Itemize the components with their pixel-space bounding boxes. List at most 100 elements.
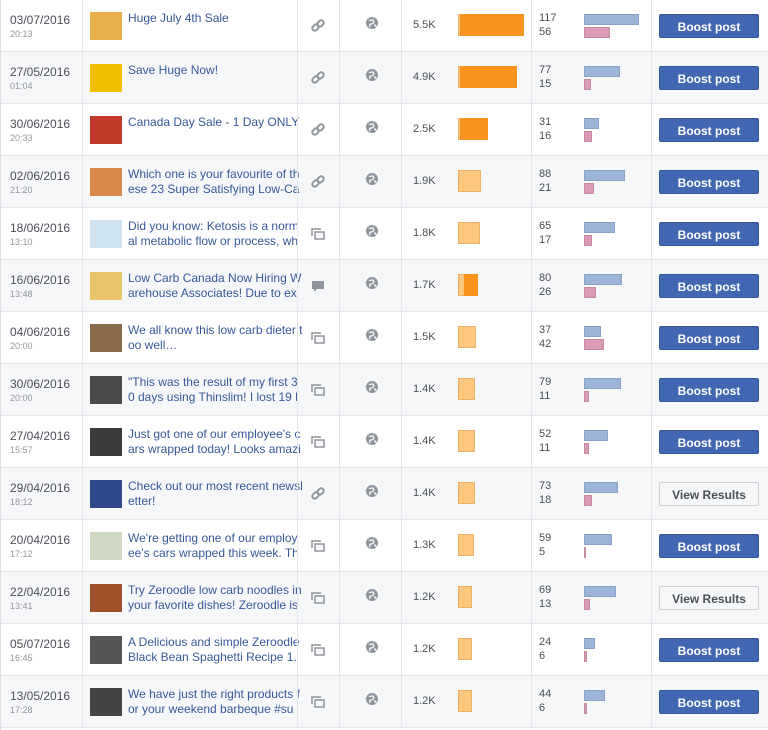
reach-bar: [458, 222, 480, 244]
action-button[interactable]: Boost post: [659, 378, 759, 402]
clicks-bar: [584, 534, 612, 545]
column-divider: [401, 520, 402, 572]
column-divider: [82, 520, 83, 572]
post-text[interactable]: We all know this low carb dieter t: [128, 323, 303, 337]
column-divider: [401, 572, 402, 624]
post-date: 03/07/2016: [10, 13, 71, 27]
action-button[interactable]: Boost post: [659, 274, 759, 298]
post-thumbnail: [90, 376, 122, 404]
clicks-bar: [584, 378, 622, 389]
action-button[interactable]: View Results: [659, 586, 759, 610]
post-thumbnail: [90, 168, 122, 196]
action-button[interactable]: Boost post: [659, 14, 759, 38]
post-text[interactable]: Did you know: Ketosis is a norm: [128, 219, 299, 233]
reactions-value: 21: [539, 182, 552, 194]
post-text[interactable]: A Delicious and simple Zeroodle: [128, 635, 300, 649]
action-button[interactable]: Boost post: [659, 66, 759, 90]
paid-reach-bar: [460, 14, 524, 36]
post-text[interactable]: Canada Day Sale - 1 Day ONLY: [128, 115, 300, 129]
reactions-bar: [584, 131, 592, 142]
column-divider: [401, 52, 402, 104]
column-divider: [651, 312, 652, 364]
reactions-bar: [584, 495, 593, 506]
type-icon: [311, 384, 325, 396]
action-button[interactable]: Boost post: [659, 534, 759, 558]
type-icon: [311, 436, 325, 448]
action-button[interactable]: View Results: [659, 482, 759, 506]
clicks-bar: [584, 222, 615, 233]
type-icon: [311, 175, 325, 188]
post-date: 22/04/2016: [10, 585, 71, 599]
post-date: 30/06/2016: [10, 117, 71, 131]
post-text[interactable]: We have just the right products f: [128, 687, 300, 701]
post-text[interactable]: arehouse Associates! Due to ex: [128, 286, 297, 300]
column-divider: [339, 520, 340, 572]
action-button[interactable]: Boost post: [659, 430, 759, 454]
column-divider: [401, 624, 402, 676]
post-text[interactable]: Black Bean Spaghetti Recipe 1.: [128, 650, 297, 664]
post-text[interactable]: Save Huge Now!: [128, 63, 219, 77]
post-time: 13:41: [10, 601, 33, 611]
action-button[interactable]: Boost post: [659, 222, 759, 246]
column-divider: [531, 520, 532, 572]
post-text[interactable]: ee's cars wrapped this week. Th: [128, 546, 299, 560]
column-divider: [531, 52, 532, 104]
action-button[interactable]: Boost post: [659, 326, 759, 350]
reactions-bar: [584, 547, 587, 558]
post-text[interactable]: your favorite dishes! Zeroodle is: [128, 598, 299, 612]
action-button[interactable]: Boost post: [659, 690, 759, 714]
column-divider: [82, 104, 83, 156]
reactions-value: 56: [539, 26, 552, 38]
clicks-value: 59: [539, 532, 552, 544]
reactions-bar: [584, 235, 592, 246]
reactions-value: 11: [539, 442, 551, 454]
post-date: 27/04/2016: [10, 429, 71, 443]
reactions-value: 18: [539, 494, 552, 506]
audience-icon: [366, 641, 378, 653]
post-text[interactable]: al metabolic flow or process, wh: [128, 234, 299, 248]
column-divider: [297, 0, 298, 52]
action-button[interactable]: Boost post: [659, 638, 759, 662]
post-text[interactable]: Low Carb Canada Now Hiring W: [128, 271, 302, 285]
column-divider: [297, 312, 298, 364]
post-thumbnail: [90, 636, 122, 664]
post-text[interactable]: "This was the result of my first 3: [128, 375, 298, 389]
column-divider: [531, 416, 532, 468]
post-text[interactable]: oo well…: [128, 338, 178, 352]
post-text[interactable]: Which one is your favourite of th: [128, 167, 300, 181]
column-divider: [297, 468, 298, 520]
action-button[interactable]: Boost post: [659, 170, 759, 194]
post-text[interactable]: etter!: [128, 494, 156, 508]
post-text[interactable]: ars wrapped today! Looks amazi: [128, 442, 301, 456]
column-divider: [82, 208, 83, 260]
post-text[interactable]: Try Zeroodle low carb noodles in: [128, 583, 302, 597]
action-button[interactable]: Boost post: [659, 118, 759, 142]
reactions-value: 11: [539, 390, 551, 402]
post-text[interactable]: We're getting one of our employ: [128, 531, 298, 545]
reach-value: 1.8K: [413, 227, 436, 239]
column-divider: [339, 572, 340, 624]
clicks-value: 31: [539, 116, 552, 128]
post-row: 18/06/2016 13:10 Did you know: Ketosis is …: [1, 208, 768, 260]
post-date: 05/07/2016: [10, 637, 71, 651]
reactions-value: 42: [539, 338, 552, 350]
post-text[interactable]: Check out our most recent newsl: [128, 479, 303, 493]
post-date: 30/06/2016: [10, 377, 71, 391]
post-text[interactable]: 0 days using Thinslim! I lost 19 l: [128, 390, 298, 404]
column-divider: [297, 364, 298, 416]
reactions-value: 16: [539, 130, 552, 142]
audience-icon: [366, 329, 378, 341]
reactions-bar: [584, 183, 594, 194]
post-text[interactable]: or your weekend barbeque #su: [128, 702, 294, 716]
post-text[interactable]: Just got one of our employee's c: [128, 427, 301, 441]
post-text[interactable]: Huge July 4th Sale: [128, 11, 229, 25]
paid-reach-bar: [460, 118, 488, 140]
post-text[interactable]: ese 23 Super Satisfying Low-Ca: [128, 182, 300, 196]
column-divider: [401, 416, 402, 468]
post-time: 13:48: [10, 289, 33, 299]
column-divider: [82, 624, 83, 676]
post-time: 21:20: [10, 185, 33, 195]
column-divider: [339, 468, 340, 520]
column-divider: [339, 104, 340, 156]
audience-icon: [366, 173, 378, 185]
